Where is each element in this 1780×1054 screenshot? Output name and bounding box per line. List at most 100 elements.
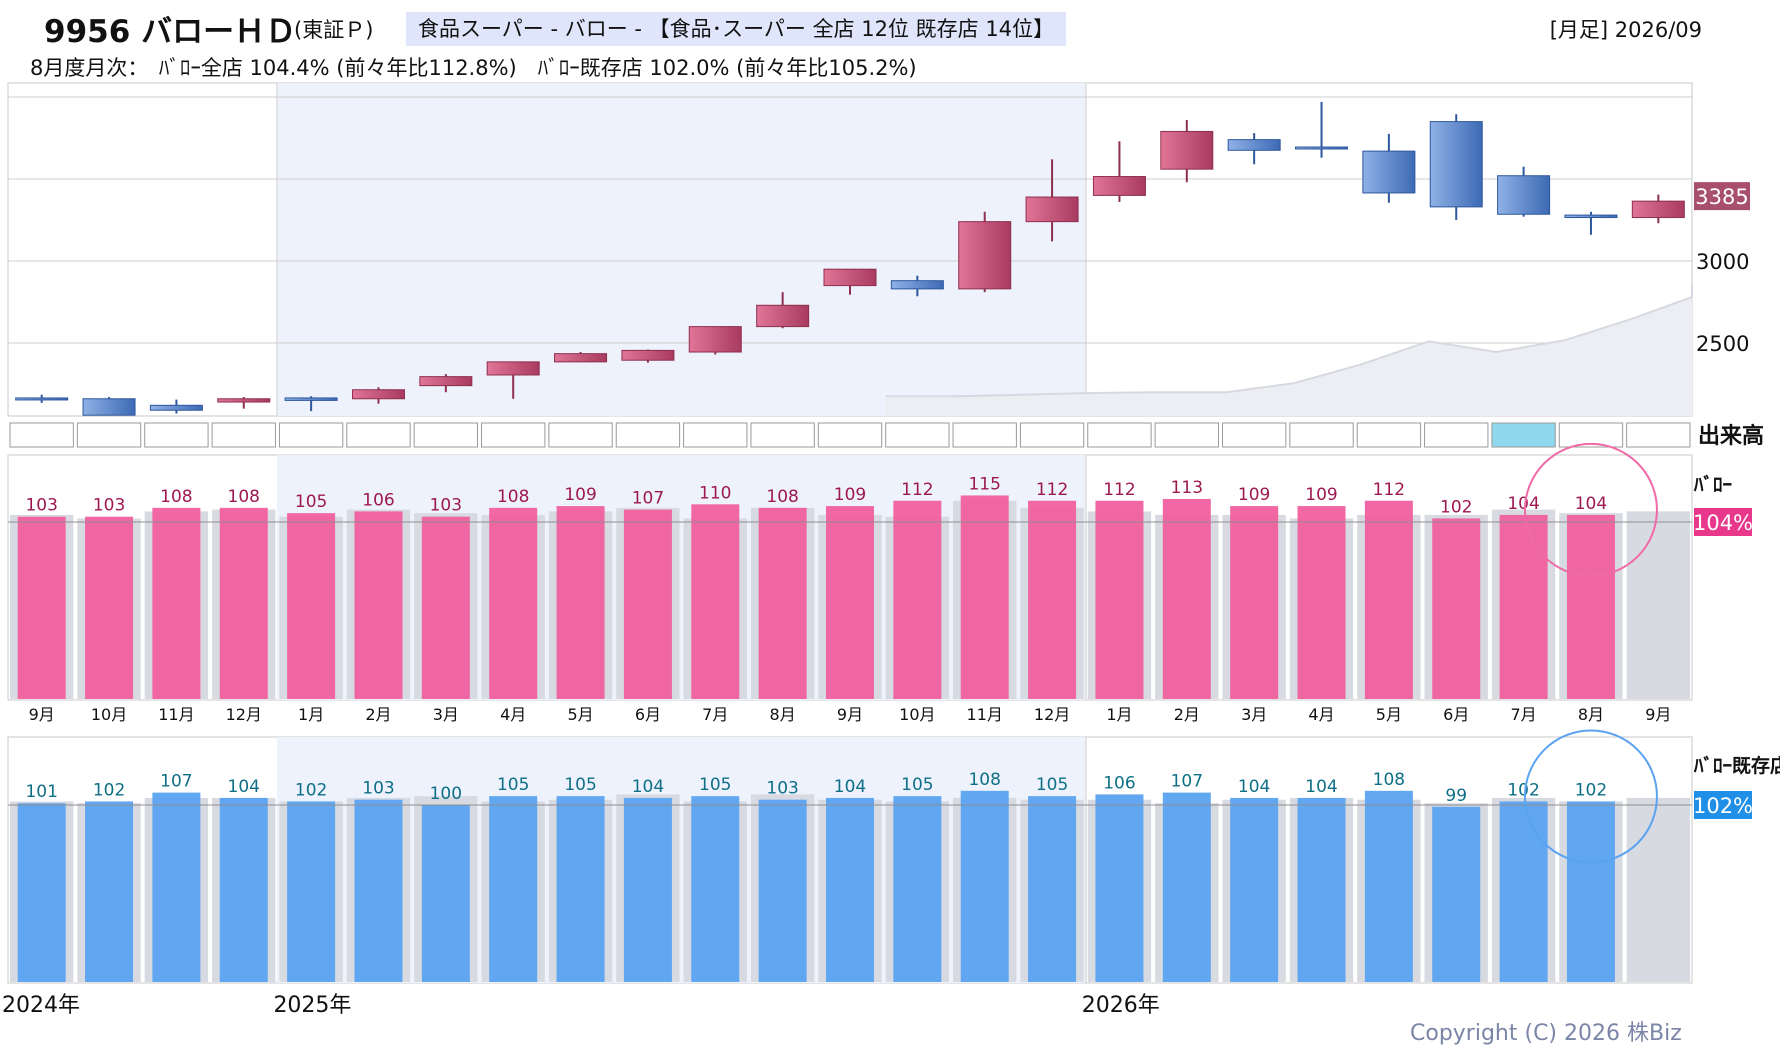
candle-body bbox=[1025, 196, 1079, 223]
candle-body bbox=[486, 361, 540, 376]
volume-cell bbox=[683, 422, 748, 448]
month-tick-label: 3月 bbox=[433, 705, 459, 724]
volume-cell bbox=[817, 422, 883, 448]
monthly-bar bbox=[826, 506, 874, 699]
all-store-series-label: ﾊﾞﾛｰ bbox=[1693, 473, 1732, 496]
candle-body bbox=[1227, 139, 1281, 151]
bar-value-label: 108 bbox=[228, 487, 260, 507]
candle-body bbox=[82, 398, 136, 416]
monthly-bar bbox=[489, 507, 538, 699]
month-tick-label: 1月 bbox=[298, 705, 324, 724]
volume-cell bbox=[346, 422, 411, 448]
candle-body bbox=[1092, 176, 1146, 196]
volume-cell bbox=[1491, 422, 1556, 448]
volume-cell bbox=[278, 422, 344, 448]
monthly-bar bbox=[152, 507, 201, 699]
month-tick-label: 8月 bbox=[1578, 705, 1604, 724]
monthly-bar bbox=[152, 792, 201, 982]
moving-average-line bbox=[885, 283, 1693, 398]
monthly-bar bbox=[893, 796, 942, 982]
monthly-bar bbox=[85, 801, 134, 982]
candle-body bbox=[1564, 214, 1618, 219]
candle-body bbox=[1631, 200, 1685, 219]
bar-value-label: 112 bbox=[1373, 480, 1405, 500]
bar-value-label: 110 bbox=[699, 483, 731, 503]
monthly-bar bbox=[1432, 518, 1481, 699]
bar-value-label: 105 bbox=[1036, 775, 1068, 795]
candle-body bbox=[419, 376, 473, 387]
volume-cell bbox=[481, 422, 546, 448]
industry-category-badge: 食品スーパー - バロー - 【食品･スーパー 全店 12位 既存店 14位】 bbox=[406, 12, 1067, 46]
month-tick-label: 3月 bbox=[1241, 705, 1267, 724]
month-tick-label: 4月 bbox=[1308, 705, 1334, 724]
monthly-bar bbox=[826, 797, 874, 982]
monthly-bar bbox=[354, 511, 403, 699]
all-store-current-tag bbox=[1694, 508, 1752, 536]
bar-value-label: 102 bbox=[93, 780, 125, 800]
monthly-bar bbox=[556, 506, 605, 699]
month-tick-label: 9月 bbox=[29, 705, 55, 724]
highlight-circle bbox=[1523, 729, 1658, 864]
prior-year-bar bbox=[1626, 511, 1690, 699]
month-tick-label: 12月 bbox=[1034, 705, 1070, 724]
month-tick-label: 6月 bbox=[1443, 705, 1469, 724]
bar-value-label: 104 bbox=[632, 777, 664, 797]
monthly-bar bbox=[1028, 796, 1077, 982]
existing-store-current-tag bbox=[1694, 791, 1752, 819]
bar-value-label: 105 bbox=[295, 492, 327, 512]
monthly-bar bbox=[421, 805, 470, 982]
bar-value-label: 103 bbox=[362, 779, 394, 799]
copyright-text: Copyright (C) 2026 株Biz bbox=[1410, 1021, 1682, 1046]
bar-value-label: 102 bbox=[1575, 780, 1607, 800]
bar-value-label: 104 bbox=[1305, 777, 1337, 797]
volume-cell bbox=[1356, 422, 1422, 448]
monthly-bar bbox=[354, 799, 403, 982]
bar-value-label: 107 bbox=[160, 772, 192, 792]
bar-value-label: 103 bbox=[93, 496, 125, 516]
volume-cell bbox=[952, 422, 1017, 448]
volume-cell bbox=[885, 422, 950, 448]
monthly-bar bbox=[1162, 792, 1211, 982]
candle-body bbox=[756, 304, 810, 328]
year-label: 2026年 bbox=[1082, 993, 1160, 1018]
month-tick-label: 11月 bbox=[967, 705, 1003, 724]
bar-value-label: 107 bbox=[1171, 772, 1203, 792]
monthly-bar bbox=[893, 500, 942, 699]
monthly-bar bbox=[1230, 506, 1279, 699]
volume-cell bbox=[548, 422, 613, 448]
highlight-circle bbox=[1523, 442, 1658, 577]
volume-cell bbox=[413, 422, 479, 448]
bar-value-label: 108 bbox=[160, 487, 192, 507]
bar-value-label: 105 bbox=[699, 775, 731, 795]
monthly-bar bbox=[691, 796, 740, 982]
bar-value-label: 103 bbox=[430, 496, 462, 516]
candle-body bbox=[1429, 121, 1483, 208]
bar-value-label: 112 bbox=[1036, 480, 1068, 500]
monthly-bar bbox=[1230, 797, 1279, 982]
bar-value-label: 115 bbox=[968, 474, 1000, 494]
bar-value-label: 106 bbox=[362, 490, 394, 510]
monthly-bar bbox=[1499, 514, 1548, 699]
monthly-bar bbox=[1095, 500, 1144, 699]
volume-cell bbox=[1019, 422, 1085, 448]
month-tick-label: 12月 bbox=[226, 705, 262, 724]
volume-cell bbox=[144, 422, 209, 448]
monthly-bar bbox=[1499, 801, 1548, 982]
volume-cell bbox=[76, 422, 142, 448]
monthly-bar bbox=[17, 803, 66, 982]
volume-cell bbox=[1289, 422, 1354, 448]
monthly-bar bbox=[421, 516, 470, 699]
monthly-bar bbox=[287, 801, 336, 982]
bar-value-label: 105 bbox=[901, 775, 933, 795]
monthly-bar bbox=[758, 507, 807, 699]
bar-value-label: 108 bbox=[497, 487, 529, 507]
year-2025-shade bbox=[277, 455, 1086, 700]
candle-body bbox=[351, 389, 405, 400]
month-tick-label: 5月 bbox=[1376, 705, 1402, 724]
bar-value-label: 102 bbox=[1507, 780, 1539, 800]
bar-value-label: 102 bbox=[295, 780, 327, 800]
year-2025-shade bbox=[277, 83, 1086, 416]
bar-value-label: 112 bbox=[901, 480, 933, 500]
bar-value-label: 99 bbox=[1445, 786, 1467, 806]
